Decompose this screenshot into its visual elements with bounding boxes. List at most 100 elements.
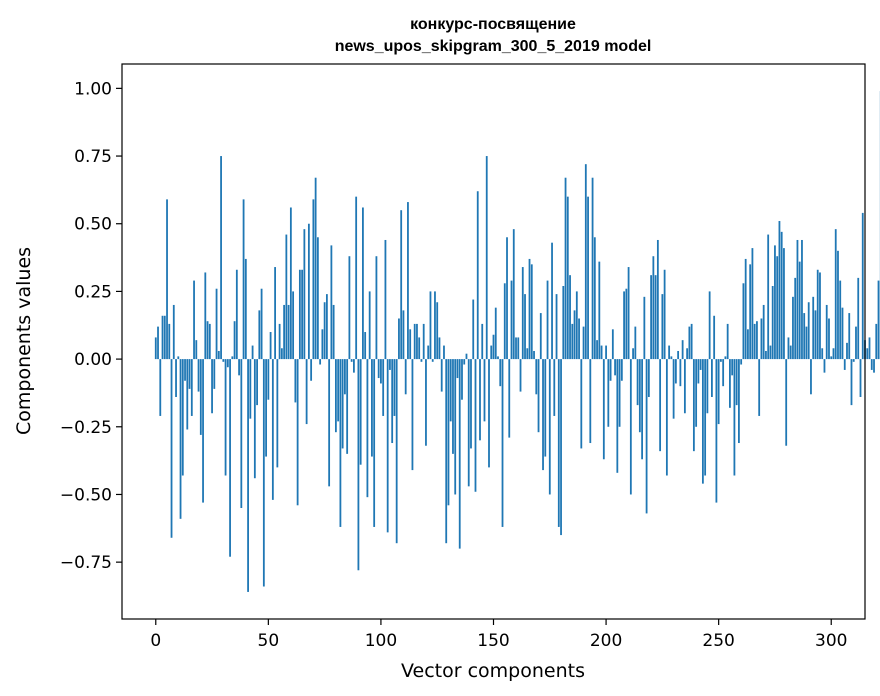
bars	[154, 91, 880, 592]
x-tick-label: 50	[258, 631, 280, 651]
bar	[701, 359, 704, 484]
bar	[364, 332, 367, 360]
bar	[756, 321, 758, 360]
x-tick-label: 150	[477, 631, 509, 651]
bar	[686, 348, 689, 360]
bar	[456, 359, 459, 379]
bar	[470, 359, 472, 449]
bar	[233, 321, 236, 360]
bar	[458, 359, 461, 549]
bar	[305, 359, 308, 425]
bar	[870, 359, 873, 370]
bar	[573, 310, 576, 360]
bar	[184, 359, 186, 381]
bar	[292, 291, 295, 360]
bar	[319, 359, 322, 365]
bar	[416, 323, 418, 360]
bar	[395, 359, 398, 544]
bar	[535, 359, 538, 395]
bar	[875, 323, 878, 360]
bar	[497, 356, 499, 360]
bar	[172, 304, 175, 360]
bar	[650, 275, 653, 360]
bar	[584, 164, 587, 360]
x-axis-label: Vector components	[401, 660, 585, 682]
bar	[389, 359, 391, 370]
bar	[400, 210, 403, 360]
bar	[834, 229, 837, 360]
bar	[674, 359, 677, 384]
bar	[355, 196, 358, 360]
bar	[229, 359, 231, 557]
bar	[873, 359, 875, 373]
bar	[445, 359, 448, 544]
bar	[803, 313, 806, 360]
bar	[848, 313, 851, 360]
bar	[283, 304, 286, 360]
bar	[679, 359, 682, 387]
bar	[190, 359, 193, 416]
bar	[197, 359, 200, 392]
bar	[765, 350, 767, 360]
bar	[663, 269, 666, 360]
y-axis-ticks: −0.75 −0.50 −0.25 0.00 0.25 0.50 0.75 1.00	[60, 79, 122, 573]
bar	[661, 294, 664, 360]
bar	[476, 191, 479, 360]
bar	[409, 329, 412, 360]
bar	[231, 356, 234, 360]
bar	[724, 356, 727, 360]
bar	[825, 304, 828, 360]
bar	[526, 348, 529, 360]
bar	[373, 359, 376, 527]
bar	[474, 359, 477, 492]
bar	[420, 359, 423, 362]
bar	[742, 283, 745, 360]
bar	[780, 231, 783, 360]
bar	[616, 359, 619, 473]
bar	[706, 359, 709, 414]
y-tick-label: 0.25	[74, 282, 112, 302]
bar	[260, 288, 263, 360]
bar	[769, 345, 772, 360]
bar	[717, 359, 720, 425]
bar	[623, 291, 625, 360]
bar	[368, 291, 371, 360]
bar	[193, 280, 195, 360]
bar	[812, 296, 815, 360]
bar	[823, 359, 826, 373]
x-tick-label: 200	[590, 631, 622, 651]
y-tick-label: −0.50	[60, 485, 112, 505]
bar	[443, 345, 445, 360]
bar	[625, 288, 628, 360]
bar	[636, 359, 639, 406]
bar	[427, 345, 430, 360]
bar	[861, 212, 864, 360]
bar	[733, 359, 736, 476]
bar	[411, 359, 414, 471]
bar	[341, 359, 344, 449]
bar	[762, 304, 765, 360]
y-tick-label: −0.25	[60, 418, 112, 438]
bar	[589, 359, 592, 444]
bar	[796, 239, 799, 360]
bar	[843, 359, 846, 370]
bar	[485, 156, 488, 360]
bar	[159, 359, 162, 416]
bar	[344, 359, 346, 395]
bar	[564, 177, 567, 360]
y-axis-label: Components values	[13, 247, 35, 435]
bar	[258, 310, 261, 360]
bar	[251, 345, 254, 360]
bar	[711, 359, 713, 397]
bar	[643, 296, 646, 360]
bar	[170, 359, 173, 538]
bar	[512, 229, 515, 360]
bar	[472, 299, 475, 360]
bar	[600, 345, 603, 360]
bar	[382, 359, 385, 416]
bar	[868, 337, 871, 360]
bar	[346, 359, 349, 454]
bar	[760, 318, 763, 360]
bar	[422, 323, 425, 360]
bar	[215, 288, 218, 360]
